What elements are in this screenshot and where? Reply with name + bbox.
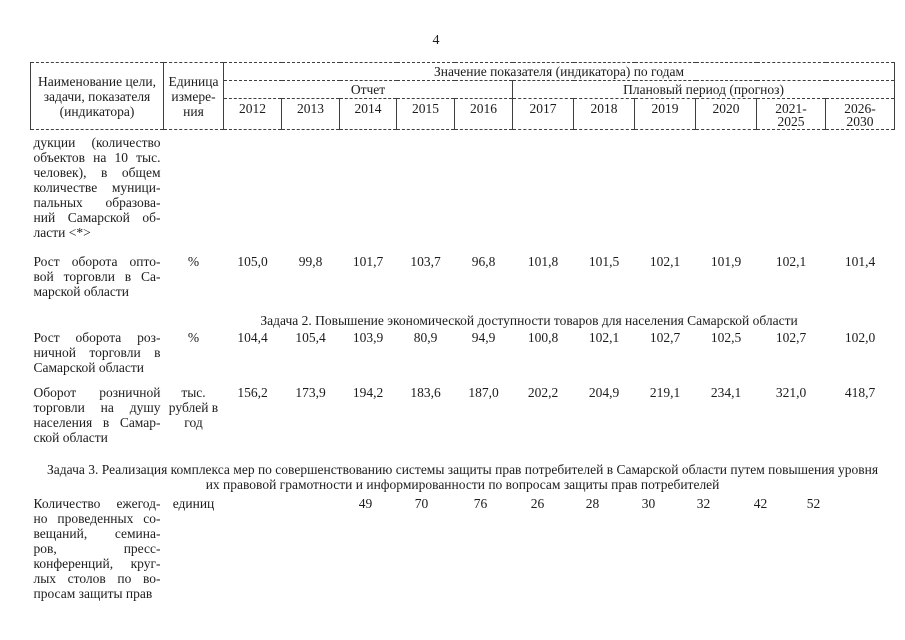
value-cell: 104,4	[237, 330, 268, 345]
header-year-2018: 2018	[573, 98, 635, 130]
row-indicator-continuation: дукции (количество объектов на 10 тыс. чел…	[31, 130, 895, 241]
unit-cell: %	[187, 254, 200, 269]
empty-name	[31, 299, 164, 328]
value-cell: 76	[473, 496, 488, 511]
value-cell: 102,5	[710, 330, 742, 345]
meetings-values: 49 70 76 26 28 30 32 42 52	[224, 492, 895, 601]
value-cell: 28	[585, 496, 600, 511]
task3-heading: Задача 3. Реализация комплекса мер по со…	[47, 462, 879, 492]
value-cell: 187,0	[468, 385, 499, 400]
value-cell: 94,9	[471, 330, 496, 345]
value-cell: 102,1	[775, 254, 807, 269]
value-cell: 219,1	[649, 385, 681, 400]
value-cell: 105,4	[295, 330, 326, 345]
value-cell: 103,7	[410, 254, 441, 269]
row-task2-section: Задача 2. Повышение экономической доступ…	[31, 299, 895, 328]
header-name-column: Наименование цели, задачи, показателя (и…	[30, 62, 164, 130]
indicator-name: Рост оборота роз-ничной торговли в Самарс…	[33, 330, 161, 375]
header-report-period: Отчет	[223, 80, 513, 99]
header-unit-column: Единица измере- ния	[163, 62, 224, 130]
value-cell: 234,1	[710, 385, 742, 400]
unit-cell	[164, 130, 224, 241]
indicators-table: Наименование цели, задачи, показателя (и…	[30, 62, 896, 601]
indicator-name: Количество ежегод-но проведенных со-веща…	[33, 496, 161, 601]
value-cell: 101,5	[588, 254, 620, 269]
header-year-2015: 2015	[396, 98, 455, 130]
value-cell: 102,1	[588, 330, 620, 345]
value-cell: 102,7	[775, 330, 807, 345]
value-cell: 101,8	[527, 254, 559, 269]
header-year-2021-2025: 2021- 2025	[756, 98, 826, 130]
value-cell: 42	[753, 496, 768, 511]
value-cell: 101,4	[844, 254, 876, 269]
value-cell: 70	[414, 496, 429, 511]
value-cell: 32	[696, 496, 711, 511]
empty-values	[224, 130, 895, 241]
value-cell: 96,8	[471, 254, 496, 269]
row-task3-section: Задача 3. Реализация комплекса мер по со…	[31, 445, 895, 492]
header-year-2019: 2019	[634, 98, 696, 130]
unit-cell: тыс. рублей в год	[168, 385, 219, 430]
value-cell: 156,2	[237, 385, 268, 400]
value-cell: 100,8	[527, 330, 559, 345]
value-cell: 103,9	[352, 330, 384, 345]
indicator-name: дукции (количество объектов на 10 тыс. чел…	[33, 135, 161, 240]
row-retail-per-capita: Оборот розничной торговли на душу населени…	[31, 375, 895, 445]
value-cell: 26	[530, 496, 545, 511]
value-cell: 52	[806, 496, 821, 511]
header-year-2012: 2012	[223, 98, 282, 130]
header-year-2014: 2014	[339, 98, 397, 130]
header-year-2013: 2013	[281, 98, 340, 130]
value-cell: 183,6	[410, 385, 441, 400]
value-cell: 30	[641, 496, 656, 511]
header-year-2017: 2017	[512, 98, 574, 130]
value-cell: 321,0	[775, 385, 807, 400]
unit-cell: %	[187, 330, 200, 345]
value-cell: 49	[358, 496, 373, 511]
value-cell: 101,7	[352, 254, 384, 269]
header-year-2020: 2020	[695, 98, 757, 130]
value-cell: 102,1	[649, 254, 681, 269]
row-meetings-count: Количество ежегод-но проведенных со-веща…	[31, 492, 895, 601]
page-number: 4	[432, 33, 440, 48]
indicator-name: Рост оборота опто-вой торговли в Са-марс…	[33, 254, 161, 299]
header-values-title: Значение показателя (индикатора) по года…	[222, 62, 896, 81]
value-cell: 80,9	[413, 330, 438, 345]
header-year-2016: 2016	[454, 98, 513, 130]
value-cell: 101,9	[710, 254, 742, 269]
value-cell: 173,9	[295, 385, 326, 400]
unit-cell: единиц	[172, 496, 215, 511]
value-cell: 204,9	[588, 385, 620, 400]
value-cell: 418,7	[844, 385, 876, 400]
indicator-name: Оборот розничной торговли на душу населени…	[33, 385, 161, 445]
header-year-2026-2030: 2026- 2030	[824, 98, 896, 130]
value-cell: 194,2	[352, 385, 384, 400]
value-cell: 102,7	[649, 330, 681, 345]
value-cell: 105,0	[237, 254, 268, 269]
value-cell: 202,2	[527, 385, 559, 400]
task2-heading: Задача 2. Повышение экономической доступ…	[260, 313, 798, 328]
value-cell: 99,8	[298, 254, 323, 269]
value-cell: 102,0	[844, 330, 876, 345]
header-plan-period: Плановый период (прогноз)	[511, 80, 896, 99]
row-retail-turnover-growth: Рост оборота роз-ничной торговли в Самарс…	[31, 328, 895, 375]
row-wholesale-turnover-growth: Рост оборота опто-вой торговли в Са-марс…	[31, 240, 895, 299]
